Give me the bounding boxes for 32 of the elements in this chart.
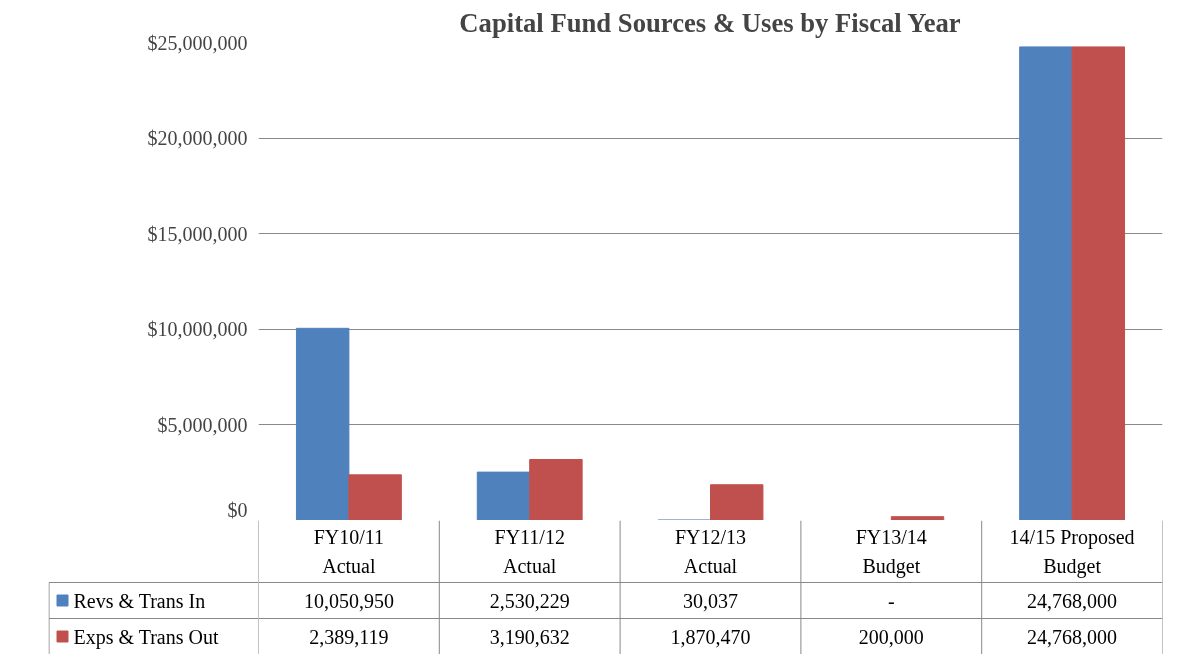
data-label: 3,190,632 — [489, 625, 570, 648]
y-tick-label: $25,000,000 — [147, 31, 248, 54]
data-label: 2,389,119 — [309, 625, 389, 648]
data-label: 10,050,950 — [303, 589, 394, 612]
y-tick-label: $0 — [227, 498, 248, 521]
data-label: 200,000 — [858, 625, 924, 648]
y-tick-label: $15,000,000 — [147, 222, 248, 245]
bar — [476, 471, 531, 520]
chart-title: Capital Fund Sources & Uses by Fiscal Year — [459, 7, 961, 38]
text: - — [887, 589, 895, 612]
legend-label: Revs & Trans In — [73, 589, 206, 612]
bar — [529, 459, 583, 520]
legend-label: Exps & Trans Out — [73, 625, 219, 649]
y-tick-label: $5,000,000 — [157, 413, 248, 436]
bar — [1071, 46, 1126, 520]
bar — [348, 474, 402, 520]
data-label: 30,037 — [683, 589, 738, 612]
x-tick-label: FY12/13 Actual — [674, 526, 747, 577]
data-label: 2,530,229 — [489, 589, 570, 612]
bar — [890, 516, 945, 520]
bar — [1019, 46, 1073, 520]
bar — [710, 484, 764, 520]
data-label: 24,768,000 — [1027, 589, 1118, 612]
x-tick-label: FY13/14 Budget — [855, 526, 927, 578]
data-label: 24,768,000 — [1027, 625, 1118, 648]
x-tick-label: 14/15 Proposed Budget — [1009, 526, 1135, 578]
data-label: 1,870,470 — [670, 625, 751, 648]
bar — [295, 327, 350, 520]
x-tick-label: FY10/11 Actual — [313, 526, 385, 577]
y-tick-label: $20,000,000 — [147, 127, 248, 150]
x-tick-label: FY11/12 Actual — [494, 526, 565, 577]
y-tick-label: $10,000,000 — [147, 318, 248, 341]
